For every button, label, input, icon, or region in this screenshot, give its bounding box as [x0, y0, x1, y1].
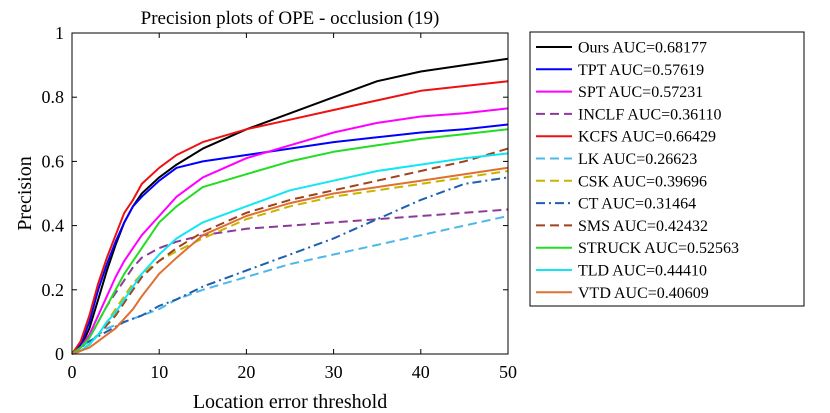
plot-lines	[71, 57, 509, 355]
legend-entry-10: TLD AUC=0.44410	[578, 263, 707, 280]
legend-entry-9: STRUCK AUC=0.52563	[578, 240, 739, 257]
y-tick-label: 0.2	[42, 280, 65, 300]
x-tick-label: 20	[237, 362, 255, 382]
y-tick-label: 0	[55, 344, 64, 364]
legend-entry-5: LK AUC=0.26623	[578, 151, 697, 168]
series-line-5	[71, 215, 509, 355]
legend-entry-1: TPT AUC=0.57619	[578, 62, 704, 79]
legend-entry-11: VTD AUC=0.40609	[578, 285, 709, 302]
x-tick-label: 0	[68, 362, 77, 382]
legend-entry-0: Ours AUC=0.68177	[578, 40, 707, 57]
series-line-11	[71, 166, 509, 355]
y-tick-label: 1	[55, 23, 64, 43]
x-tick-label: 30	[325, 362, 343, 382]
legend: Ours AUC=0.68177 TPT AUC=0.57619 SPT AUC=0…	[529, 31, 805, 307]
legend-entry-6: CSK AUC=0.39696	[578, 173, 707, 190]
series-line-9	[71, 128, 509, 355]
x-tick-label: 50	[499, 362, 517, 382]
y-tick-label: 0.8	[42, 87, 65, 107]
legend-box	[529, 31, 805, 307]
legend-entry-4: KCFS AUC=0.66429	[578, 129, 716, 146]
series-line-0	[71, 57, 509, 355]
series-line-2	[71, 107, 509, 355]
legend-entry-7: CT AUC=0.31464	[578, 196, 696, 213]
legend-entry-3: INCLF AUC=0.36110	[578, 106, 722, 123]
y-tick-label: 0.6	[42, 151, 65, 171]
legend-entry-8: SMS AUC=0.42432	[578, 218, 708, 235]
x-tick-label: 10	[150, 362, 168, 382]
x-axis-label: Location error threshold	[193, 391, 387, 413]
series-line-10	[71, 152, 509, 355]
chart-title: Precision plots of OPE - occlusion (19)	[141, 8, 440, 29]
plot-frame	[71, 32, 509, 355]
x-tick-label: 40	[412, 362, 430, 382]
series-line-4	[71, 80, 509, 355]
y-tick-label: 0.4	[42, 216, 65, 236]
axis-ticks: 0 10 20 30 40 50 0 0.2 0.4 0.6 0.8 1	[42, 23, 518, 382]
series-line-1	[71, 123, 509, 355]
legend-entry-2: SPT AUC=0.57231	[578, 84, 703, 101]
y-axis-label: Precision	[14, 156, 36, 230]
series-line-7	[71, 176, 509, 355]
